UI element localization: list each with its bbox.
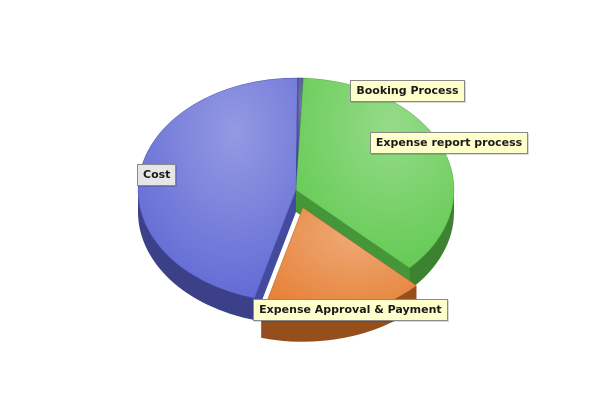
- slice-label-expense-report-process: Expense report process: [369, 131, 529, 154]
- slice-side-expense-report-process: [409, 190, 455, 290]
- slice-wall-cost-0: [254, 190, 296, 321]
- slice-label-expense-approval-payment: Expense Approval & Payment: [253, 298, 448, 321]
- slice-label-cost: Cost: [137, 163, 177, 186]
- slice-side-expense-approval-payment: [261, 285, 417, 342]
- slice-label-booking-process: Booking Process: [350, 80, 465, 103]
- slice-tops-group: [137, 77, 455, 321]
- slice-side-cost: [138, 190, 255, 321]
